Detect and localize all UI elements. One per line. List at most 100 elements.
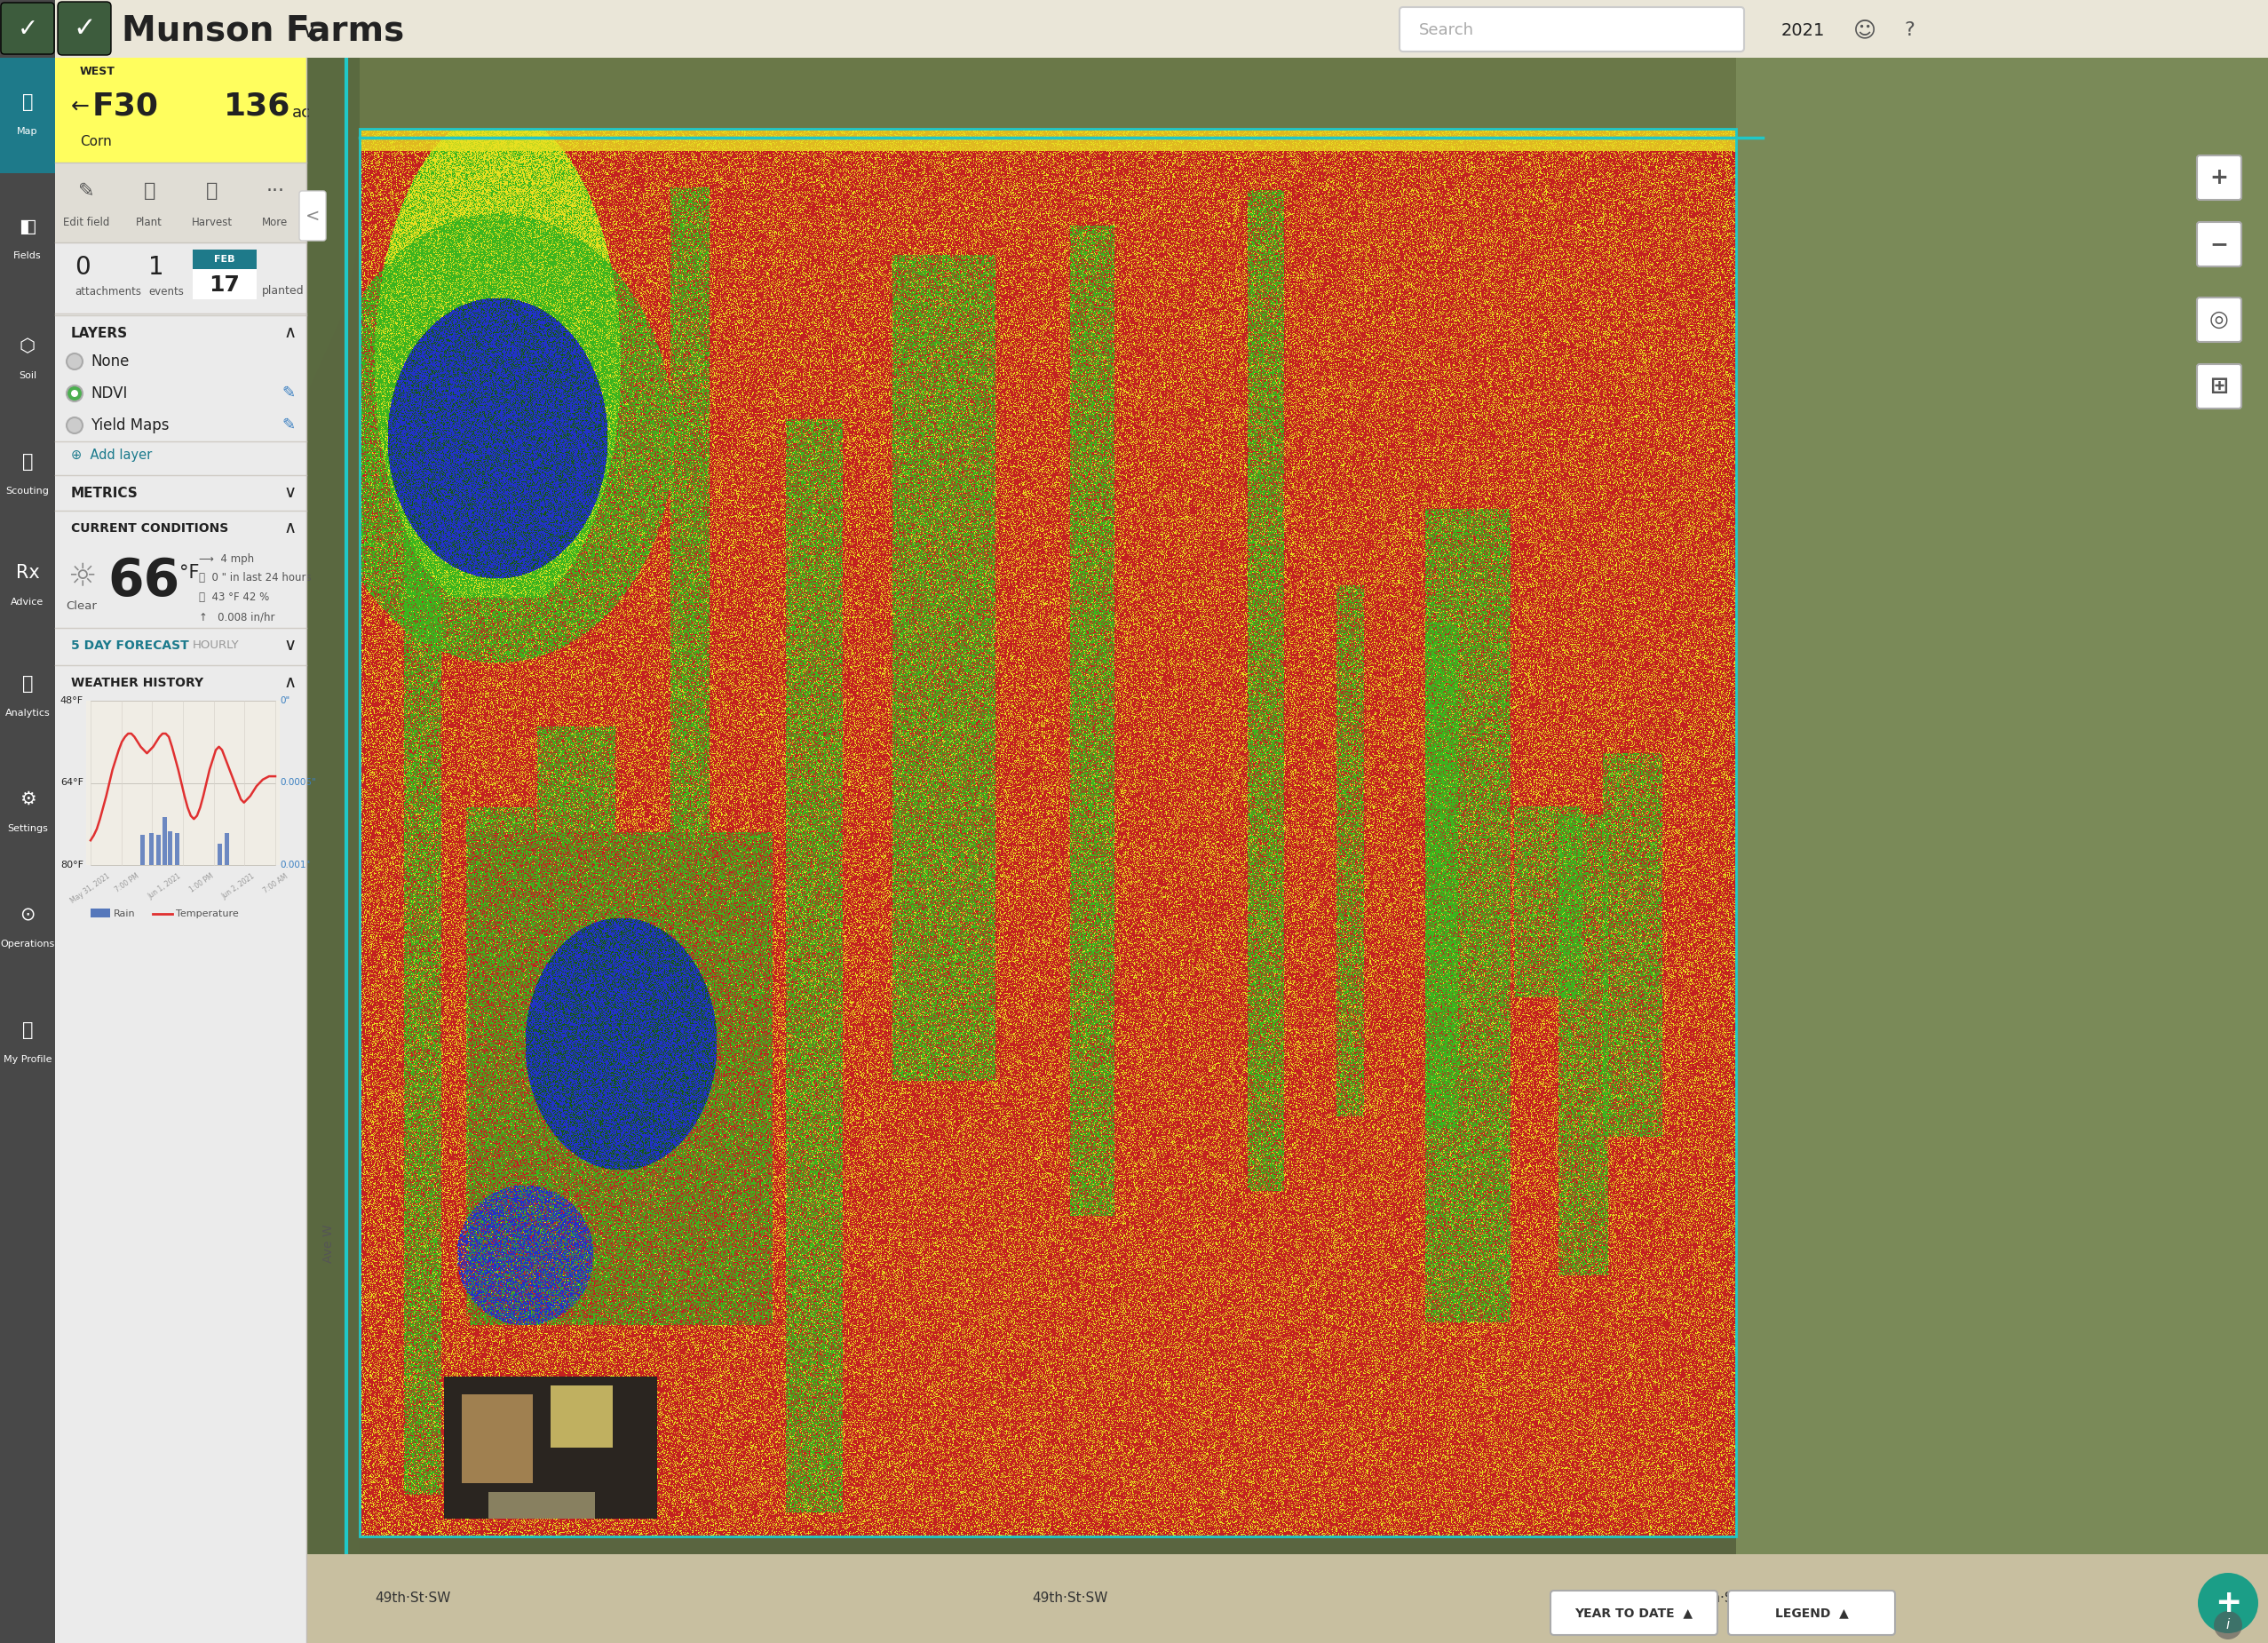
Bar [0, 529, 54, 644]
Text: 0.0005": 0.0005" [279, 779, 315, 787]
Bar [91, 909, 111, 917]
Text: ∧: ∧ [284, 519, 297, 537]
Text: Corn: Corn [79, 135, 111, 150]
Text: LEGEND  ▲: LEGEND ▲ [1776, 1607, 1848, 1618]
Bar [488, 1492, 594, 1518]
Text: +: + [2214, 1587, 2241, 1618]
Text: ☼: ☼ [68, 562, 95, 591]
Text: ✎: ✎ [77, 182, 95, 200]
Bar [163, 817, 166, 864]
Text: Rx: Rx [16, 564, 39, 582]
Text: ✓: ✓ [73, 16, 95, 43]
Text: 7:00 AM: 7:00 AM [261, 872, 288, 895]
FancyBboxPatch shape [1399, 7, 1744, 51]
Text: F30: F30 [93, 92, 159, 122]
Text: Operations: Operations [0, 940, 54, 948]
Bar [0, 986, 54, 1101]
Bar [463, 1395, 533, 1484]
Text: Ave W: Ave W [322, 1224, 336, 1263]
Bar [168, 831, 172, 864]
Text: Clear: Clear [66, 600, 98, 611]
Text: ⊞: ⊞ [2209, 376, 2229, 398]
Text: ✎: ✎ [281, 417, 295, 434]
Text: More: More [263, 217, 288, 228]
Text: LAYERS: LAYERS [70, 327, 127, 340]
Text: 🗺: 🗺 [23, 94, 34, 112]
Bar [54, 58, 306, 1643]
Text: ⚙: ⚙ [18, 790, 36, 808]
Text: WEATHER HISTORY: WEATHER HISTORY [70, 677, 204, 688]
Bar [218, 845, 222, 864]
Text: Rain: Rain [113, 910, 136, 918]
Bar [0, 182, 54, 297]
Bar [54, 163, 306, 243]
Text: YEAR TO DATE  ▲: YEAR TO DATE ▲ [1574, 1607, 1692, 1618]
FancyBboxPatch shape [2198, 222, 2241, 266]
Text: ⬡: ⬡ [20, 337, 36, 355]
Text: +: + [2209, 168, 2229, 189]
Text: −: − [2209, 233, 2229, 255]
Bar [0, 754, 54, 871]
Text: events: events [147, 286, 184, 297]
Text: ∧: ∧ [284, 675, 297, 692]
Text: WEST: WEST [79, 66, 116, 77]
Bar [150, 833, 154, 864]
Bar [1510, 58, 1733, 146]
Text: 🌱: 🌱 [143, 182, 154, 200]
Text: 2021: 2021 [1780, 21, 1823, 39]
Text: HOURLY: HOURLY [193, 639, 240, 651]
Text: 0": 0" [279, 697, 290, 705]
Text: Scouting: Scouting [7, 486, 50, 496]
Text: 49th·St·SW: 49th·St·SW [1690, 1592, 1765, 1605]
FancyBboxPatch shape [2198, 156, 2241, 200]
Text: planted: planted [263, 286, 304, 297]
FancyBboxPatch shape [1728, 1590, 1896, 1635]
Text: METRICS: METRICS [70, 486, 138, 499]
Text: ∨: ∨ [284, 485, 297, 501]
Text: Advice: Advice [11, 598, 43, 606]
FancyBboxPatch shape [2198, 365, 2241, 409]
Text: ?: ? [1905, 21, 1914, 39]
Bar [193, 269, 256, 299]
Text: 48°F: 48°F [61, 697, 84, 705]
Text: attachments: attachments [75, 286, 141, 297]
Bar [1733, 58, 2268, 590]
Text: Analytics: Analytics [5, 708, 50, 718]
FancyBboxPatch shape [299, 191, 327, 240]
Circle shape [2198, 1572, 2259, 1633]
Text: Edit field: Edit field [64, 217, 109, 228]
Bar [361, 58, 1735, 128]
Text: NDVI: NDVI [91, 386, 127, 401]
Bar [0, 639, 54, 754]
Bar [361, 128, 1735, 151]
FancyBboxPatch shape [193, 250, 256, 299]
Text: ✓: ✓ [18, 16, 39, 41]
Text: CURRENT CONDITIONS: CURRENT CONDITIONS [70, 522, 229, 534]
Text: ···: ··· [265, 182, 284, 200]
Bar [306, 58, 2268, 235]
Text: Settings: Settings [7, 825, 48, 833]
Text: Temperature: Temperature [177, 910, 238, 918]
Text: 7:00 PM: 7:00 PM [113, 872, 141, 894]
Text: 💧  0 " in last 24 hours: 💧 0 " in last 24 hours [200, 572, 311, 583]
Bar [0, 0, 54, 1643]
Bar [361, 1536, 1735, 1554]
Text: ∧: ∧ [284, 325, 297, 342]
FancyBboxPatch shape [0, 3, 54, 54]
Bar [225, 833, 229, 864]
Text: °F: °F [179, 564, 200, 582]
Text: 1:00 PM: 1:00 PM [188, 872, 215, 894]
Text: ac: ac [293, 105, 311, 122]
Circle shape [70, 389, 77, 398]
Text: <: < [306, 207, 320, 223]
Bar [306, 58, 2268, 1643]
Text: 49th·St·SW: 49th·St·SW [1032, 1592, 1109, 1605]
Text: 5 DAY FORECAST: 5 DAY FORECAST [70, 639, 188, 652]
Text: ∨: ∨ [302, 23, 315, 41]
Text: 64°F: 64°F [61, 779, 84, 787]
Bar [54, 0, 2268, 58]
Text: May 31, 2021: May 31, 2021 [70, 872, 111, 905]
Text: None: None [91, 353, 129, 370]
Bar [1510, 58, 2268, 430]
Text: ⟶  4 mph: ⟶ 4 mph [200, 552, 254, 565]
